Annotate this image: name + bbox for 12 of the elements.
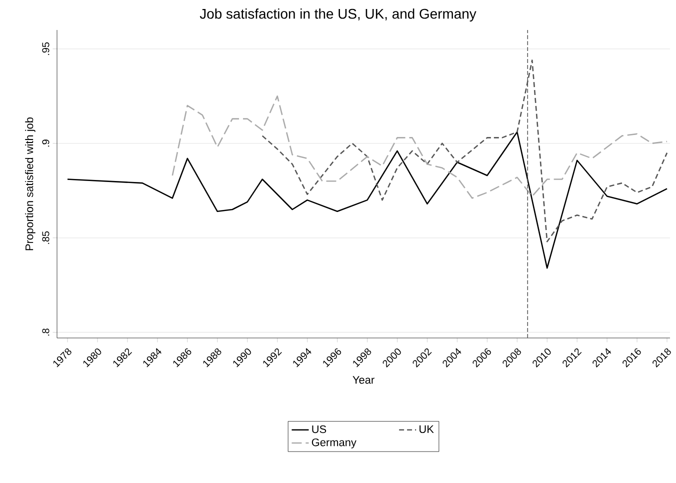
line-series (66, 131, 668, 269)
line-series (172, 95, 668, 199)
legend-label: UK (420, 425, 434, 434)
chart-title: Job satisfaction in the US, UK, and Germany (200, 8, 476, 22)
y-axis-title: Proportion satisfied with job (25, 117, 36, 250)
x-axis-title: Year (352, 376, 374, 384)
legend-label: US (312, 425, 326, 434)
y-tick-label: .95 (42, 42, 50, 55)
legend-label: Germany (312, 438, 356, 448)
y-tick-label: .9 (42, 140, 50, 147)
y-tick-label: .8 (42, 328, 50, 336)
y-tick-label: .85 (42, 231, 50, 244)
